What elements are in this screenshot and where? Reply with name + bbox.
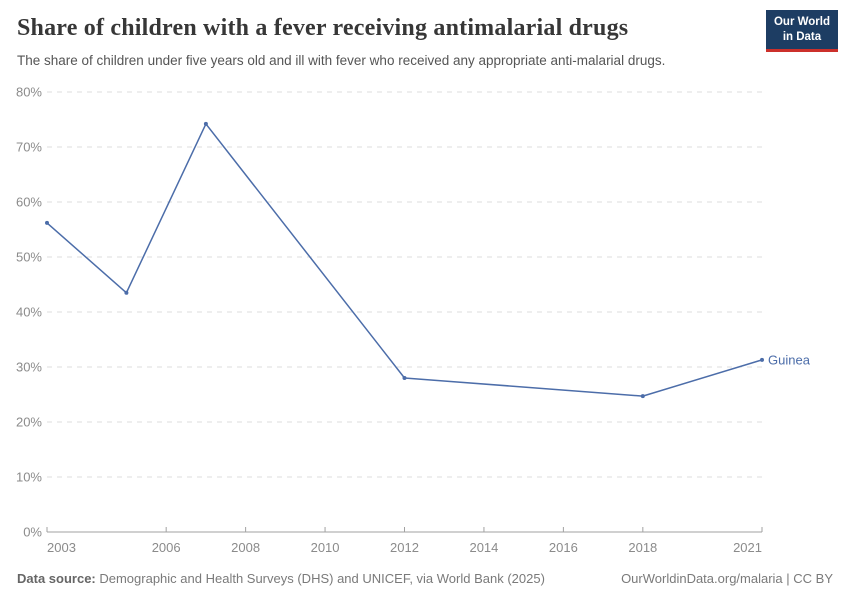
y-axis-tick-label: 70% xyxy=(16,140,42,155)
x-axis-tick-label: 2021 xyxy=(733,540,762,555)
owid-logo-line2: in Data xyxy=(782,30,822,43)
owid-logo-line1: Our World xyxy=(773,16,830,28)
y-axis-tick-label: 50% xyxy=(16,250,42,265)
series-label[interactable]: Guinea xyxy=(768,352,811,367)
data-line-guinea[interactable] xyxy=(46,123,763,397)
credit-link[interactable]: OurWorldinData.org/malaria | CC BY xyxy=(621,571,833,586)
data-point[interactable] xyxy=(45,220,49,225)
data-source-note: Data source: Demographic and Health Surv… xyxy=(17,571,545,586)
data-point[interactable] xyxy=(640,394,645,399)
owid-logo[interactable]: Our World in Data xyxy=(765,10,838,52)
page-title: Share of children with a fever receiving… xyxy=(17,15,629,41)
x-axis-tick-label: 2012 xyxy=(390,540,419,555)
chart-subtitle: The share of children under five years o… xyxy=(17,53,666,68)
data-source-label: Data source: xyxy=(17,571,96,586)
y-axis-tick-label: 80% xyxy=(16,85,42,100)
y-axis-tick-label: 0% xyxy=(23,525,42,540)
x-axis-tick-label: 2003 xyxy=(47,540,76,555)
x-axis-tick-label: 2008 xyxy=(231,540,260,555)
x-axis-tick-label: 2010 xyxy=(311,540,340,555)
y-axis-tick-label: 10% xyxy=(16,470,42,485)
x-axis-tick-label: 2014 xyxy=(469,540,498,555)
y-axis-tick-label: 20% xyxy=(16,415,42,430)
data-point[interactable] xyxy=(203,121,208,126)
y-axis-tick-label: 30% xyxy=(16,360,42,375)
data-point[interactable] xyxy=(124,290,129,295)
y-axis-tick-label: 60% xyxy=(16,195,42,210)
y-axis-tick-label: 40% xyxy=(16,305,42,320)
x-axis-tick-label: 2016 xyxy=(549,540,578,555)
x-axis-tick-label: 2018 xyxy=(628,540,657,555)
x-axis-tick-label: 2006 xyxy=(152,540,181,555)
data-point[interactable] xyxy=(760,357,764,362)
data-point[interactable] xyxy=(402,376,407,380)
data-source-text: Demographic and Health Surveys (DHS) and… xyxy=(95,571,545,586)
